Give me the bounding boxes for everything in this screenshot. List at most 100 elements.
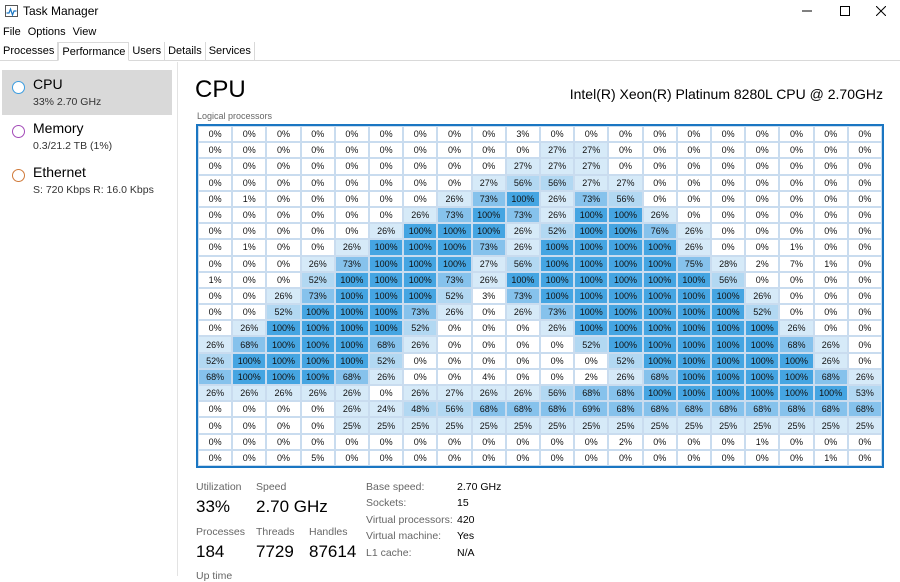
processor-cell: 0%	[813, 174, 848, 191]
processor-cell: 68%	[369, 336, 404, 353]
processor-cell: 26%	[505, 223, 540, 240]
tab-details[interactable]: Details	[165, 42, 206, 61]
processor-cell: 0%	[471, 126, 506, 143]
processor-cell: 27%	[608, 174, 643, 191]
processor-cell: 0%	[847, 126, 882, 143]
processor-cell: 100%	[437, 223, 472, 240]
processor-cell: 0%	[813, 304, 848, 321]
processor-cell: 0%	[676, 190, 711, 207]
task-manager-icon	[5, 5, 18, 17]
menu-options[interactable]: Options	[27, 26, 66, 38]
sidebar-item-ethernet[interactable]: Ethernet S: 720 Kbps R: 16.0 Kbps	[2, 158, 172, 203]
tab-users[interactable]: Users	[129, 42, 166, 61]
processor-cell: 100%	[266, 320, 301, 337]
processor-cell: 0%	[198, 158, 233, 175]
processor-cell: 0%	[369, 158, 404, 175]
processor-cell: 0%	[198, 126, 233, 143]
processor-cell: 1%	[232, 239, 267, 256]
sidebar-item-cpu[interactable]: CPU 33% 2.70 GHz	[2, 70, 172, 115]
processor-cell: 0%	[847, 287, 882, 305]
processor-cell: 100%	[608, 255, 643, 272]
processor-cell: 100%	[369, 320, 404, 337]
processor-cell: 100%	[745, 385, 780, 402]
processor-cell: 100%	[334, 271, 369, 288]
processor-cell: 56%	[608, 190, 643, 207]
processor-cell: 0%	[813, 320, 848, 337]
processor-cell: 0%	[437, 449, 472, 466]
processor-cell: 68%	[813, 401, 848, 418]
processor-cell: 56%	[540, 174, 575, 191]
processor-cell: 0%	[574, 449, 609, 466]
processor-cell: 52%	[574, 336, 609, 353]
processor-cell: 0%	[334, 158, 369, 175]
processor-cell: 100%	[745, 336, 780, 353]
processor-cell: 52%	[608, 352, 643, 369]
processor-cell: 0%	[232, 126, 267, 143]
processor-cell: 100%	[471, 206, 506, 224]
processor-cell: 0%	[300, 126, 335, 143]
menu-file[interactable]: File	[3, 26, 21, 38]
processor-cell: 0%	[779, 449, 814, 466]
processor-cell: 100%	[403, 223, 438, 240]
processor-cell: 26%	[471, 271, 506, 288]
processor-cell: 0%	[779, 142, 814, 159]
processor-cell: 0%	[676, 142, 711, 159]
processor-cell: 27%	[471, 255, 506, 272]
tab-services[interactable]: Services	[206, 42, 255, 61]
processor-cell: 26%	[403, 206, 438, 224]
processor-cell: 0%	[232, 142, 267, 159]
processor-cell: 0%	[403, 433, 438, 450]
processor-cell: 76%	[642, 223, 677, 240]
utilization-label: Utilization	[196, 481, 242, 493]
processor-cell: 68%	[608, 385, 643, 402]
close-button[interactable]	[862, 0, 900, 22]
maximize-button[interactable]	[826, 0, 864, 22]
menu-view[interactable]: View	[72, 26, 97, 38]
base-speed-label: Base speed:	[366, 481, 425, 493]
sidebar-item-title: CPU	[33, 76, 63, 92]
processor-cell: 0%	[642, 126, 677, 143]
processor-cell: 73%	[437, 271, 472, 288]
processor-cell: 26%	[266, 287, 301, 305]
processor-cell: 1%	[813, 449, 848, 466]
processor-cell: 0%	[403, 142, 438, 159]
tab-processes[interactable]: Processes	[0, 42, 59, 61]
tab-performance[interactable]: Performance	[58, 42, 130, 61]
processor-cell: 0%	[300, 158, 335, 175]
close-icon	[876, 6, 886, 16]
processor-cell: 100%	[540, 255, 575, 272]
processor-cell: 100%	[403, 239, 438, 256]
processor-cell: 26%	[403, 385, 438, 402]
virtual-processors-value: 420	[457, 514, 475, 526]
processor-cell: 100%	[711, 368, 746, 386]
processor-cell: 73%	[540, 304, 575, 321]
processor-cell: 0%	[266, 239, 301, 256]
processor-cell: 53%	[847, 385, 882, 402]
processor-cell: 0%	[369, 433, 404, 450]
processor-cell: 100%	[574, 239, 609, 256]
processor-cell: 0%	[779, 190, 814, 207]
processor-cell: 26%	[813, 336, 848, 353]
processor-cell: 0%	[745, 126, 780, 143]
minimize-button[interactable]	[788, 0, 826, 22]
processor-cell: 0%	[471, 158, 506, 175]
processor-cell: 26%	[403, 336, 438, 353]
processor-cell: 0%	[266, 401, 301, 418]
processor-cell: 52%	[198, 352, 233, 369]
processor-cell: 2%	[608, 433, 643, 450]
processor-cell: 28%	[711, 255, 746, 272]
processor-cell: 100%	[369, 239, 404, 256]
processor-cell: 100%	[334, 287, 369, 305]
processor-cell: 1%	[813, 255, 848, 272]
processor-cell: 26%	[745, 287, 780, 305]
processor-cell: 100%	[437, 239, 472, 256]
processor-cell: 0%	[642, 174, 677, 191]
processor-cell: 25%	[813, 417, 848, 434]
processor-cell: 100%	[642, 304, 677, 321]
processor-cell: 68%	[711, 401, 746, 418]
processor-cell: 2%	[745, 255, 780, 272]
processor-cell: 68%	[574, 385, 609, 402]
processor-cell: 26%	[540, 190, 575, 207]
sidebar-item-memory[interactable]: Memory 0.3/21.2 TB (1%)	[2, 114, 172, 159]
processor-cell: 0%	[403, 368, 438, 386]
